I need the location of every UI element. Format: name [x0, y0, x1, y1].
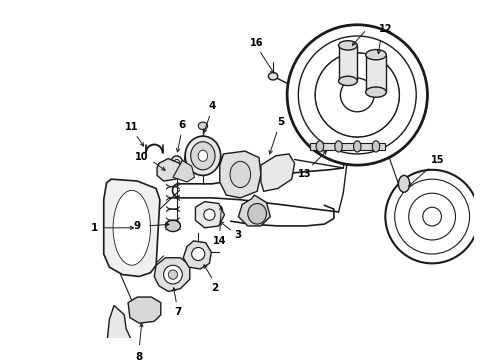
Ellipse shape: [191, 142, 215, 170]
Circle shape: [395, 179, 469, 254]
Circle shape: [164, 265, 182, 284]
Circle shape: [168, 270, 178, 279]
Ellipse shape: [198, 150, 208, 161]
Ellipse shape: [398, 175, 410, 192]
Ellipse shape: [248, 203, 267, 224]
Circle shape: [287, 25, 427, 165]
Text: 15: 15: [431, 154, 444, 165]
Ellipse shape: [230, 161, 250, 188]
Circle shape: [192, 247, 205, 261]
Text: 14: 14: [213, 236, 226, 246]
Ellipse shape: [316, 141, 323, 152]
Bar: [366, 55, 386, 92]
Text: 5: 5: [277, 117, 284, 127]
Text: 10: 10: [135, 152, 149, 162]
Circle shape: [409, 193, 456, 240]
Ellipse shape: [353, 141, 361, 152]
Circle shape: [385, 170, 479, 264]
Polygon shape: [173, 161, 195, 182]
Ellipse shape: [198, 122, 208, 130]
Circle shape: [423, 207, 441, 226]
Ellipse shape: [335, 141, 343, 152]
Ellipse shape: [366, 50, 386, 60]
Ellipse shape: [339, 41, 357, 50]
Circle shape: [204, 209, 215, 220]
Text: 2: 2: [212, 283, 219, 293]
Circle shape: [341, 78, 374, 112]
Ellipse shape: [173, 159, 180, 171]
Ellipse shape: [339, 76, 357, 86]
Text: 12: 12: [379, 24, 392, 35]
Ellipse shape: [113, 190, 150, 265]
Circle shape: [315, 53, 399, 137]
Circle shape: [298, 36, 416, 154]
Ellipse shape: [166, 220, 180, 231]
Text: 3: 3: [234, 230, 241, 240]
Text: 13: 13: [298, 170, 312, 180]
Bar: [311, 143, 385, 150]
Text: 4: 4: [209, 101, 216, 111]
Polygon shape: [196, 202, 224, 228]
Ellipse shape: [372, 141, 380, 152]
Ellipse shape: [366, 87, 386, 97]
Text: 7: 7: [174, 307, 181, 317]
Ellipse shape: [170, 156, 183, 175]
Text: 9: 9: [134, 221, 141, 231]
Polygon shape: [157, 158, 181, 181]
Polygon shape: [154, 258, 190, 292]
Ellipse shape: [269, 72, 278, 80]
Polygon shape: [261, 154, 294, 191]
Text: 16: 16: [250, 37, 264, 48]
Text: 8: 8: [136, 352, 143, 360]
Bar: [339, 45, 357, 81]
Polygon shape: [183, 241, 211, 269]
Text: 6: 6: [179, 120, 186, 130]
Ellipse shape: [185, 136, 220, 175]
Polygon shape: [239, 195, 270, 226]
Polygon shape: [104, 179, 160, 276]
Polygon shape: [107, 306, 136, 360]
Text: 11: 11: [125, 122, 139, 132]
Text: 1: 1: [91, 223, 98, 233]
Polygon shape: [128, 297, 161, 323]
Polygon shape: [220, 151, 261, 198]
